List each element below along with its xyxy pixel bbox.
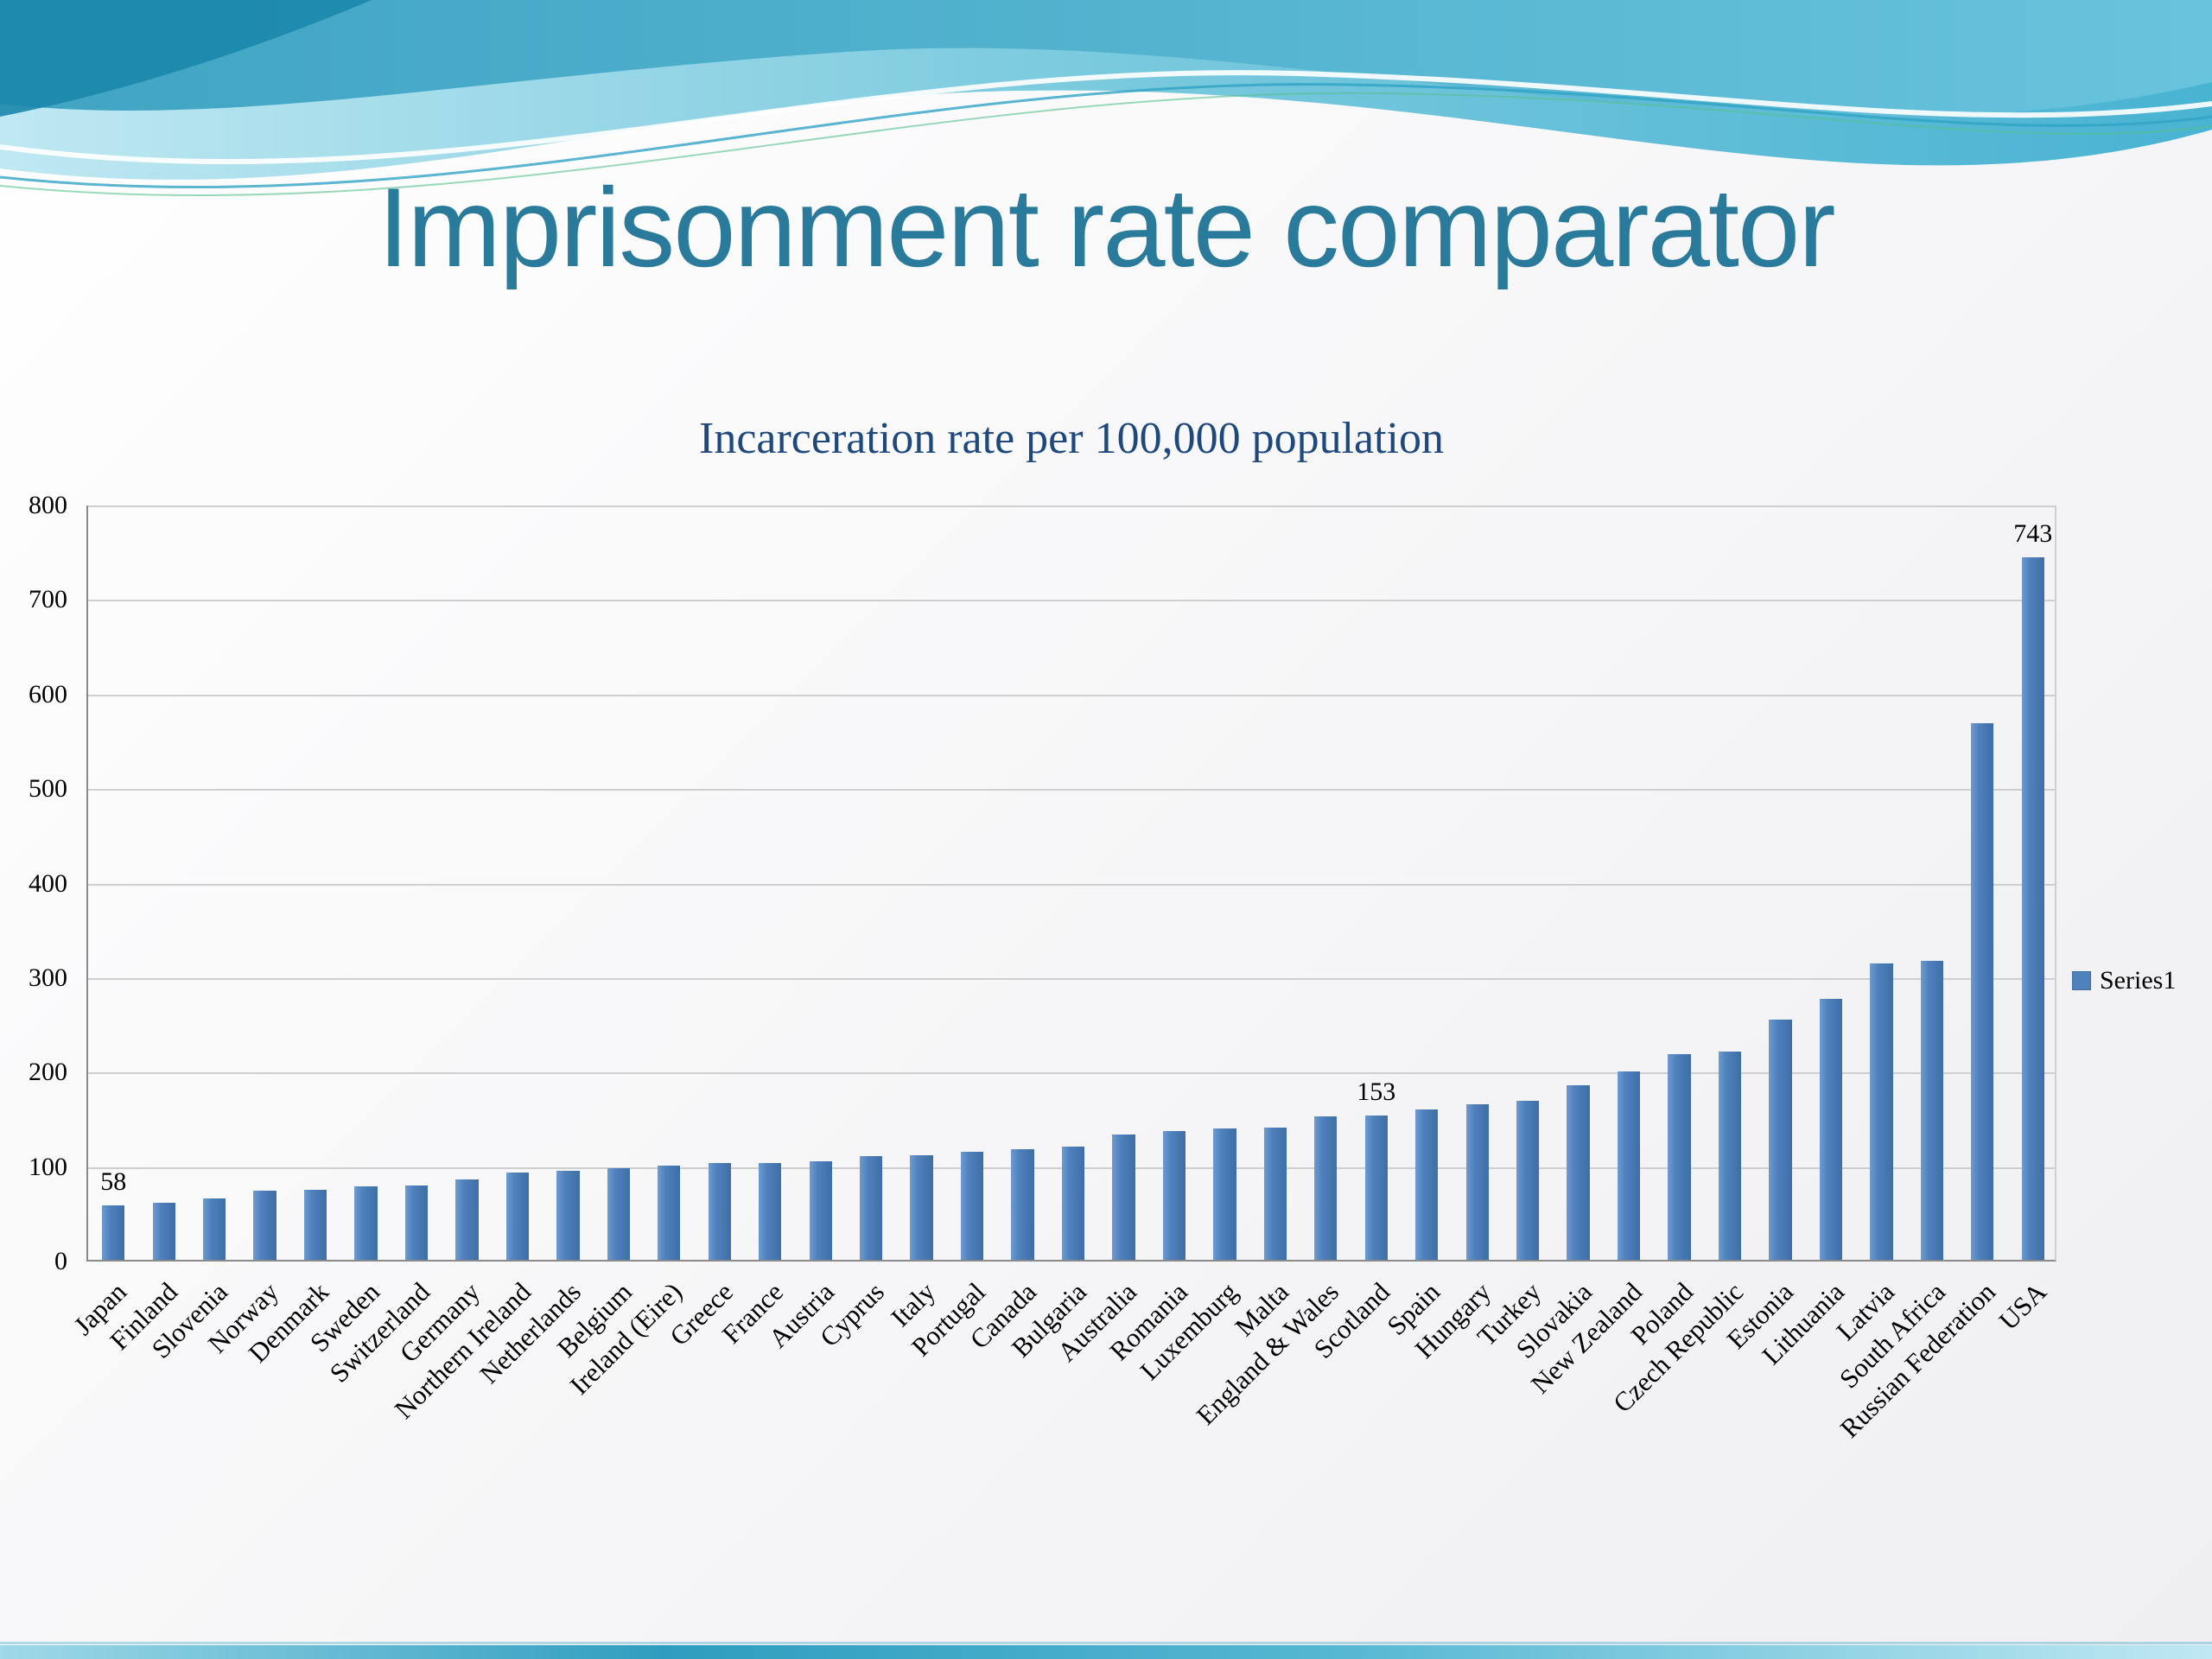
y-tick-label: 100 [29, 1152, 67, 1181]
y-axis: 0 100 200 300 400 500 600 700 800 [0, 491, 79, 1275]
bar [354, 1185, 378, 1260]
bar [1011, 1149, 1034, 1260]
chart-title: Incarceration rate per 100,000 populatio… [699, 414, 1444, 463]
bar [1415, 1109, 1439, 1260]
bar [1971, 722, 1994, 1260]
legend: Series1 [2072, 966, 2176, 995]
gridline [88, 1072, 2055, 1075]
bar [708, 1163, 731, 1260]
y-tick-label: 0 [54, 1247, 67, 1275]
bar [658, 1165, 681, 1260]
bar [556, 1171, 580, 1260]
y-tick-label: 600 [29, 679, 67, 709]
bar [1263, 1127, 1287, 1260]
bar [203, 1198, 226, 1260]
y-tick-label: 500 [29, 774, 67, 804]
bar [607, 1167, 630, 1260]
bar [1769, 1020, 1792, 1260]
bar [2021, 557, 2044, 1260]
bar [152, 1203, 175, 1260]
bar [1718, 1052, 1742, 1260]
bar [860, 1155, 883, 1260]
bar [455, 1179, 479, 1260]
bar [910, 1154, 933, 1260]
bar [1870, 963, 1893, 1260]
bar [809, 1161, 832, 1260]
legend-swatch-icon [2072, 971, 2091, 990]
y-tick-label: 300 [29, 963, 67, 992]
bar [759, 1163, 782, 1260]
gridline [88, 600, 2055, 602]
bar [1516, 1101, 1540, 1260]
bar [1668, 1053, 1691, 1260]
gridline [88, 883, 2055, 886]
bar [1465, 1103, 1489, 1260]
bar [102, 1205, 125, 1260]
bar [1213, 1128, 1236, 1260]
gridline [88, 977, 2055, 980]
slide-title: Imprisonment rate comparator [378, 164, 1835, 290]
y-tick-label: 400 [29, 868, 67, 898]
bar [1061, 1146, 1085, 1260]
bar [1364, 1115, 1388, 1260]
data-label: 58 [100, 1166, 127, 1196]
bar [1162, 1131, 1186, 1260]
bar [1567, 1084, 1590, 1260]
plot-area: 58 153 743 [86, 505, 2056, 1262]
bar [1314, 1116, 1338, 1260]
gridline [88, 789, 2055, 791]
gridline [88, 505, 2055, 507]
bar [253, 1191, 276, 1260]
bar [1920, 961, 1943, 1260]
y-tick-label: 200 [29, 1058, 67, 1087]
gridline [88, 694, 2055, 696]
bar [1112, 1134, 1135, 1260]
y-tick-label: 800 [29, 491, 67, 519]
bar [1617, 1071, 1641, 1260]
footer-wave-decoration [0, 1642, 2212, 1659]
bar [1819, 999, 1843, 1260]
header-wave-decoration [0, 0, 2212, 196]
bar [303, 1190, 327, 1260]
data-label: 153 [1357, 1077, 1396, 1106]
y-tick-label: 700 [29, 585, 67, 614]
x-axis-labels: Japan Finland Slovenia Norway Denmark Sweden S… [68, 1265, 2056, 1507]
bar [404, 1185, 429, 1260]
bar [505, 1173, 530, 1260]
legend-label: Series1 [2100, 966, 2177, 995]
data-label: 743 [2013, 519, 2053, 549]
bar [960, 1152, 984, 1260]
